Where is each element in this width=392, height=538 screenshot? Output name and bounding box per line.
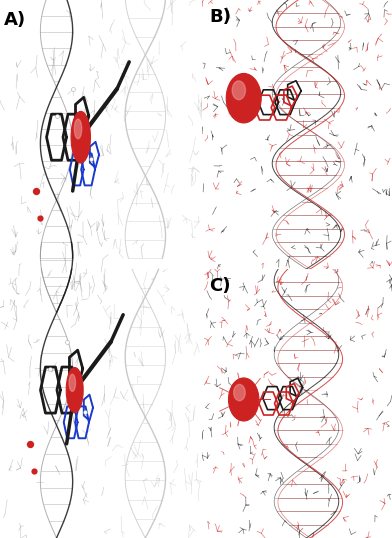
Text: C): C) — [209, 277, 231, 295]
Point — [82, 407, 88, 416]
Circle shape — [232, 81, 245, 100]
Text: B): B) — [209, 8, 231, 26]
Circle shape — [237, 88, 256, 116]
Point — [69, 84, 76, 93]
Circle shape — [226, 73, 261, 123]
Point — [31, 466, 38, 475]
Circle shape — [69, 374, 76, 392]
Circle shape — [77, 127, 87, 155]
Point — [82, 122, 88, 131]
Point — [64, 337, 70, 346]
Circle shape — [66, 367, 83, 413]
Circle shape — [71, 111, 91, 163]
Circle shape — [74, 119, 82, 139]
Point — [27, 440, 33, 448]
Text: A): A) — [4, 11, 26, 29]
Circle shape — [229, 378, 259, 421]
Point — [33, 187, 40, 195]
Circle shape — [71, 381, 81, 406]
Point — [37, 214, 44, 222]
Point — [88, 154, 94, 163]
Point — [76, 375, 82, 384]
Circle shape — [234, 384, 245, 401]
Point — [47, 364, 54, 373]
Circle shape — [238, 391, 254, 414]
Point — [53, 111, 60, 120]
